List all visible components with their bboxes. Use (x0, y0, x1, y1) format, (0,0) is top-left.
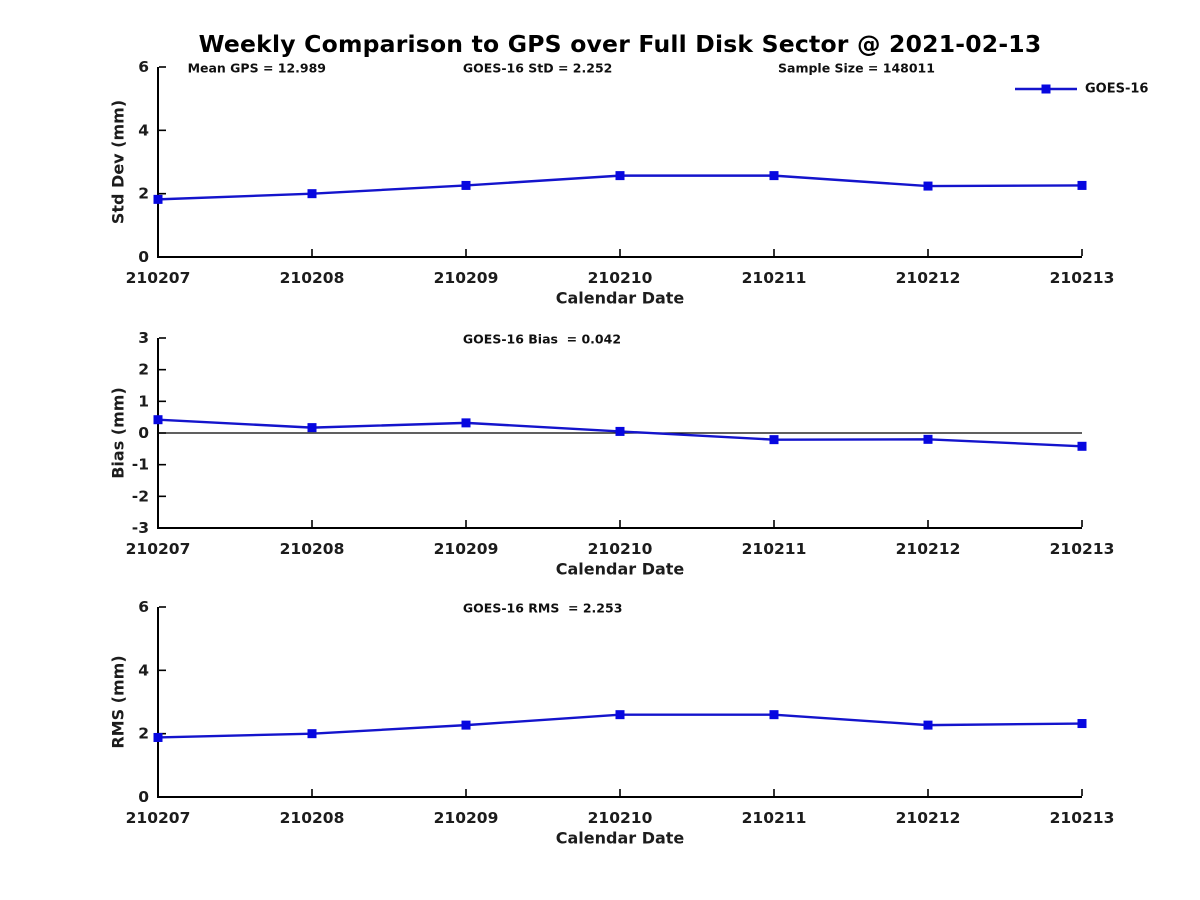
y-tick-label: 3 (138, 329, 149, 347)
x-tick-label: 210208 (280, 269, 345, 287)
annotation: GOES-16 Bias = 0.042 (463, 332, 621, 347)
data-marker (615, 171, 625, 181)
x-tick-label: 210213 (1050, 540, 1115, 558)
legend-marker (1041, 84, 1051, 94)
legend-label: GOES-16 (1085, 82, 1148, 97)
subplot-bias: -3 -2 -1 0 1 2 3 210207 210208 210209 210210 210211… (109, 329, 1115, 579)
x-tick-label: 210208 (280, 809, 345, 827)
data-marker (461, 180, 471, 190)
x-tick-label: 210209 (434, 269, 499, 287)
y-tick-label: 0 (138, 424, 149, 442)
data-marker (1077, 719, 1087, 729)
data-marker (307, 729, 317, 739)
x-tick-label: 210212 (896, 269, 961, 287)
y-tick-label: 6 (138, 598, 149, 616)
data-marker (923, 434, 933, 444)
data-marker (153, 732, 163, 742)
data-marker (923, 720, 933, 730)
y-tick-label: 2 (138, 725, 149, 743)
x-tick-label: 210212 (896, 540, 961, 558)
x-tick-label: 210208 (280, 540, 345, 558)
data-marker (615, 710, 625, 720)
y-tick-label: 0 (138, 788, 149, 806)
annotation: Mean GPS = 12.989 (188, 61, 326, 76)
y-tick-label: 2 (138, 361, 149, 379)
data-marker (923, 181, 933, 191)
data-marker (153, 415, 163, 425)
x-tick-label: 210211 (742, 809, 807, 827)
x-tick-label: 210209 (434, 540, 499, 558)
x-tick-label: 210211 (742, 269, 807, 287)
y-tick-label: -2 (132, 487, 149, 505)
x-tick-label: 210210 (588, 269, 653, 287)
x-tick-label: 210213 (1050, 809, 1115, 827)
y-tick-label: 1 (138, 392, 149, 410)
axis-frame (157, 607, 1082, 798)
x-tick-label: 210212 (896, 809, 961, 827)
y-tick-label: -1 (132, 456, 149, 474)
data-marker (1077, 441, 1087, 451)
data-marker (307, 189, 317, 199)
data-marker (153, 194, 163, 204)
figure-title: Weekly Comparison to GPS over Full Disk … (198, 30, 1042, 58)
y-tick-label: -3 (132, 519, 149, 537)
data-marker (307, 423, 317, 433)
x-axis-title: Calendar Date (556, 829, 685, 848)
data-marker (769, 710, 779, 720)
annotation: GOES-16 StD = 2.252 (463, 61, 612, 76)
x-tick-label: 210207 (126, 269, 191, 287)
data-marker (769, 171, 779, 181)
data-marker (461, 720, 471, 730)
annotation: GOES-16 RMS = 2.253 (463, 601, 623, 616)
axis-frame (157, 338, 1082, 529)
subplot-std-dev: 0 2 4 6 210207 210208 210209 210210 210211 210212… (109, 58, 1149, 308)
x-tick-label: 210209 (434, 809, 499, 827)
annotation: Sample Size = 148011 (778, 61, 935, 76)
data-marker (461, 418, 471, 428)
axis-frame (157, 67, 1082, 258)
data-marker (769, 435, 779, 445)
x-axis-title: Calendar Date (556, 560, 685, 579)
data-marker (615, 426, 625, 436)
y-axis-title: Std Dev (mm) (109, 100, 128, 224)
y-tick-label: 6 (138, 58, 149, 76)
x-tick-label: 210207 (126, 540, 191, 558)
y-tick-label: 2 (138, 185, 149, 203)
y-axis-title: RMS (mm) (109, 655, 128, 748)
x-axis-title: Calendar Date (556, 289, 685, 308)
x-tick-label: 210210 (588, 540, 653, 558)
y-axis-title: Bias (mm) (109, 387, 128, 479)
x-tick-label: 210207 (126, 809, 191, 827)
y-tick-label: 4 (138, 661, 149, 679)
subplot-rms: 0 2 4 6 210207 210208 210209 210210 210211 210212… (109, 598, 1115, 848)
x-tick-label: 210210 (588, 809, 653, 827)
y-tick-label: 0 (138, 248, 149, 266)
y-tick-label: 4 (138, 121, 149, 139)
data-marker (1077, 180, 1087, 190)
x-tick-label: 210211 (742, 540, 807, 558)
x-tick-label: 210213 (1050, 269, 1115, 287)
